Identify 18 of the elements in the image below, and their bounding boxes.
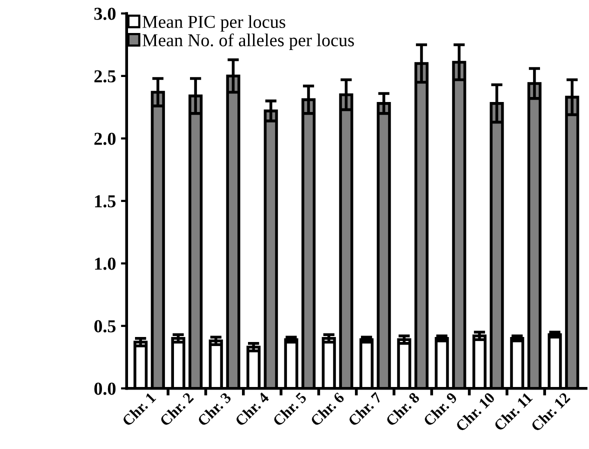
y-tick-label: 1.0: [95, 258, 116, 270]
y-tick-label: 2.0: [94, 132, 116, 145]
y-tick-label: 0.5: [94, 320, 116, 332]
x-tick-label: Chr. 11: [493, 392, 533, 432]
x-tick-label: Chr. 2: [158, 392, 194, 427]
x-tick-label: Chr. 8: [384, 392, 420, 427]
y-tick-label: 0.0: [94, 382, 116, 395]
y-tick-label: 2.5: [94, 70, 116, 82]
x-tick-label: Chr. 3: [196, 392, 232, 427]
x-tick-label: Chr. 1: [121, 392, 156, 427]
legend-label: Mean PIC per locus: [142, 15, 286, 32]
x-tick-label: Chr. 7: [347, 391, 383, 427]
x-tick-label: Chr. 5: [272, 392, 308, 427]
x-tick-label: Chr. 6: [310, 391, 345, 427]
y-tick-label: 1.5: [95, 195, 116, 208]
legend-label: Mean No. of alleles per locus: [142, 33, 354, 50]
x-tick-label: Chr. 4: [234, 391, 270, 427]
y-tick-label: 3.0: [94, 8, 116, 20]
